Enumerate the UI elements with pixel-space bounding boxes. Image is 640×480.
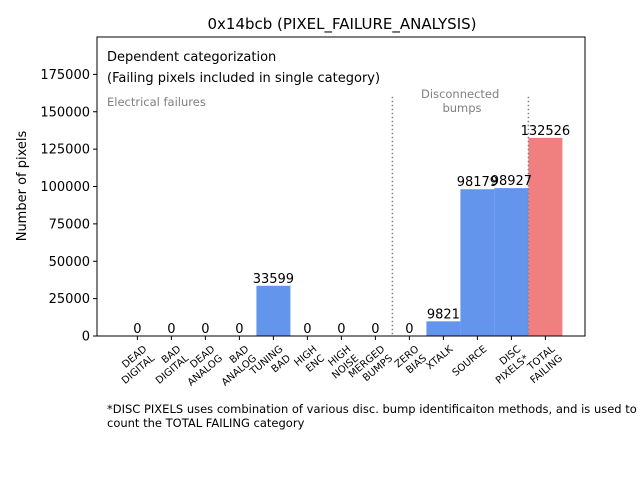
value-label-8: 0 [405,322,413,337]
x-tick-label-0: DEADDIGITAL [112,344,157,387]
value-label-11: 98927 [491,174,532,189]
bar-11 [494,188,529,336]
value-label-7: 0 [371,322,379,337]
y-tick-label-1: 25000 [49,292,90,307]
value-label-6: 0 [337,322,345,337]
bar-12 [528,137,563,336]
y-tick-label-6: 150000 [40,105,90,120]
annotation-disconnected: Disconnected bumps [421,87,503,115]
value-label-12: 132526 [521,124,571,139]
value-label-4: 33599 [253,272,294,287]
y-tick-label-7: 175000 [40,68,90,83]
annotation-electrical: Electrical failures [107,95,206,109]
bar-4 [256,285,291,336]
x-tick-label-8: ZEROBIAS [393,344,429,380]
value-label-9: 9821 [427,307,460,322]
x-tick-label-11: DISCPIXELS* [486,344,531,387]
x-tick-label-10: SOURCE [451,344,490,379]
value-label-1: 0 [167,322,175,337]
y-tick-label-2: 50000 [49,255,90,270]
value-label-3: 0 [235,322,243,337]
x-tick-label-5: HIGHENC [293,344,328,378]
value-label-0: 0 [133,322,141,337]
annotation-box-line1: Dependent categorization [107,50,276,65]
y-tick-label-0: 0 [82,330,90,345]
bar-9 [426,321,461,336]
y-tick-label-5: 125000 [40,143,90,158]
y-axis-label: Number of pixels [15,130,30,241]
value-label-5: 0 [303,322,311,337]
x-tick-label-9: XTALK [425,344,456,373]
chart-title: 0x14bcb (PIXEL_FAILURE_ANALYSIS) [207,15,476,34]
x-tick-label-4: TUNINGBAD [248,344,294,388]
bar-10 [460,189,495,336]
y-tick-label-3: 75000 [49,217,90,232]
footnote: *DISC PIXELS uses combination of various… [107,402,637,430]
value-label-10: 98179 [457,175,498,190]
x-tick-label-12: TOTALFAILING [521,344,566,387]
annotation-box-line2: (Failing pixels included in single categ… [107,71,380,86]
x-tick-label-7: MERGEDBUMPS [347,344,395,390]
value-label-2: 0 [201,322,209,337]
y-tick-label-4: 100000 [40,180,90,195]
